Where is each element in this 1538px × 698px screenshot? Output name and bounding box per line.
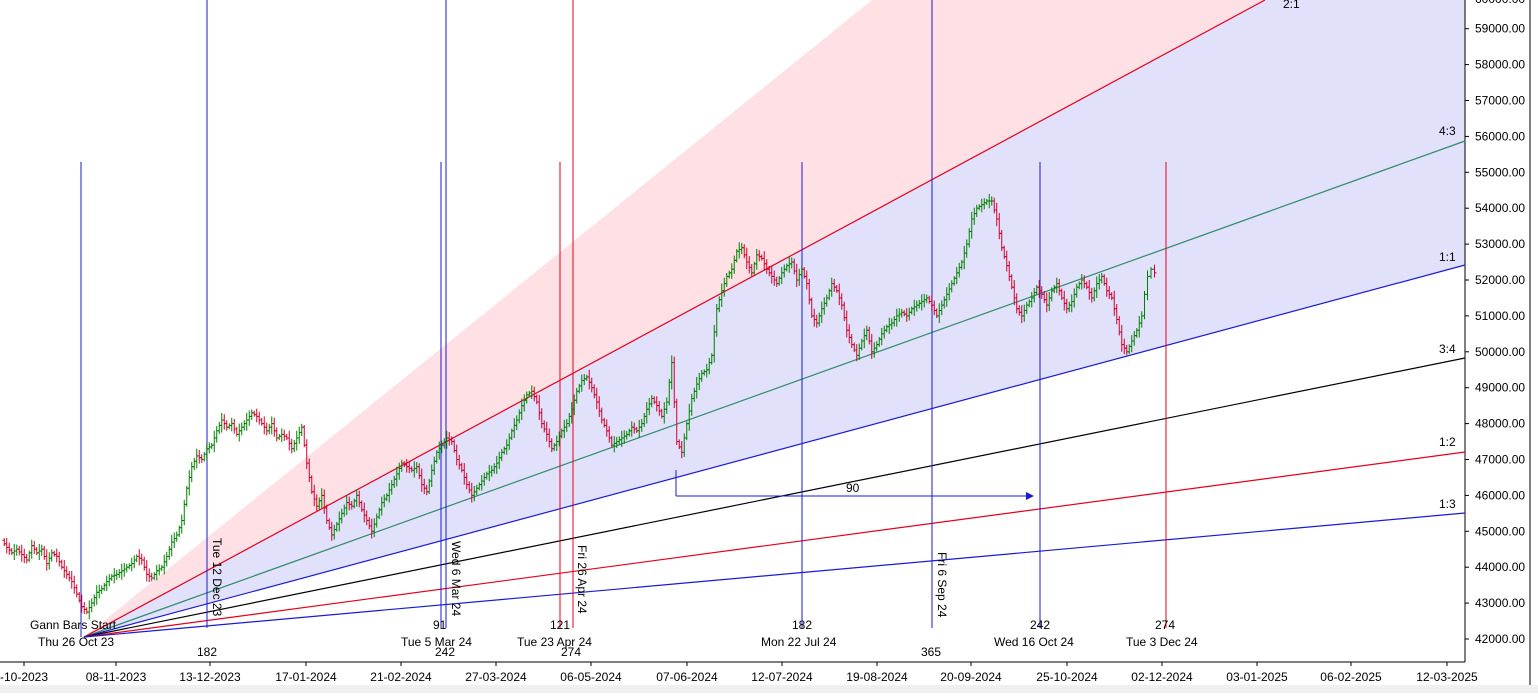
price-bars bbox=[2, 193, 1157, 620]
fan-ratio-label: 1:3 bbox=[1439, 497, 1456, 511]
cycle-number: 242 bbox=[435, 645, 455, 659]
cycle-label: 242 bbox=[1030, 618, 1050, 632]
cycle-label: 182 bbox=[792, 618, 812, 632]
y-tick-label: 44000.00 bbox=[1475, 560, 1525, 574]
x-tick-label: 06-05-2024 bbox=[560, 670, 622, 684]
x-tick-label: 21-02-2024 bbox=[370, 670, 432, 684]
gann-start-label: Gann Bars Start bbox=[30, 618, 117, 632]
cycle-number: 365 bbox=[921, 645, 941, 659]
fan-line-3-4 bbox=[83, 357, 1466, 638]
y-tick-label: 57000.00 bbox=[1475, 94, 1525, 108]
fan-line-1-1 bbox=[83, 264, 1466, 638]
fan-ratio-label: 4:3 bbox=[1439, 124, 1456, 138]
y-tick-label: 47000.00 bbox=[1475, 453, 1525, 467]
y-tick-label: 53000.00 bbox=[1475, 237, 1525, 251]
x-tick-label: 25-10-2024 bbox=[1036, 670, 1098, 684]
cycle-number: 182 bbox=[197, 645, 217, 659]
x-tick-label: 12-03-2025 bbox=[1416, 670, 1478, 684]
cycle-date-label: Wed 16 Oct 24 bbox=[994, 635, 1074, 649]
y-axis-panel bbox=[1465, 0, 1538, 693]
y-tick-label: 45000.00 bbox=[1475, 524, 1525, 538]
vertical-date-label: Fri 26 Apr 24 bbox=[575, 545, 589, 614]
x-tick-label: 08-11-2023 bbox=[86, 670, 147, 684]
fan-line-2-1 bbox=[83, 0, 1266, 638]
gann-fan-lines bbox=[83, 0, 1466, 638]
y-tick-label: 48000.00 bbox=[1475, 417, 1525, 431]
cycle-date-label: Tue 23 Apr 24 bbox=[517, 635, 592, 649]
x-tick-label: 03-01-2025 bbox=[1226, 670, 1288, 684]
cycle-label: 121 bbox=[550, 618, 570, 632]
gann-start-date: Thu 26 Oct 23 bbox=[38, 635, 114, 649]
x-axis: -10-2023 08-11-2023 13-12-2023 17-01-2024 21… bbox=[0, 662, 1478, 684]
y-tick-label: 42000.00 bbox=[1475, 632, 1525, 646]
cycle-label: 274 bbox=[1155, 618, 1175, 632]
scrollbar-track bbox=[0, 685, 1538, 693]
annotations: 2:1 4:3 1:1 3:4 1:2 1:3 90 Gann Bars Start Thu 2… bbox=[30, 0, 1456, 659]
y-tick-label: 58000.00 bbox=[1475, 58, 1525, 72]
y-tick-label: 49000.00 bbox=[1475, 381, 1525, 395]
y-axis: 60000.00 59000.00 58000.00 57000.00 56000.00… bbox=[1465, 0, 1525, 646]
y-tick-label: 60000.00 bbox=[1475, 0, 1525, 6]
x-tick-label: -10-2023 bbox=[0, 670, 48, 684]
vertical-date-label: Wed 6 Mar 24 bbox=[449, 541, 463, 616]
fan-zones bbox=[84, 0, 1465, 637]
x-tick-label: 20-09-2024 bbox=[940, 670, 1002, 684]
x-tick-label: 02-12-2024 bbox=[1131, 670, 1193, 684]
y-tick-label: 50000.00 bbox=[1475, 345, 1525, 359]
arrow-head bbox=[1026, 492, 1034, 500]
vertical-date-label: Tue 12 Dec 23 bbox=[210, 538, 224, 617]
y-tick-label: 55000.00 bbox=[1475, 165, 1525, 179]
fan-ratio-label: 1:2 bbox=[1439, 435, 1456, 449]
x-tick-label: 17-01-2024 bbox=[275, 670, 337, 684]
fan-line-4-3 bbox=[83, 140, 1466, 638]
cycle-date-label: Mon 22 Jul 24 bbox=[761, 635, 837, 649]
y-tick-label: 52000.00 bbox=[1475, 273, 1525, 287]
x-tick-label: 27-03-2024 bbox=[465, 670, 527, 684]
x-tick-label: 07-06-2024 bbox=[656, 670, 718, 684]
cycle-label: 91 bbox=[433, 618, 447, 632]
fan-line-1-3 bbox=[83, 512, 1466, 638]
y-tick-label: 46000.00 bbox=[1475, 488, 1525, 502]
y-tick-label: 59000.00 bbox=[1475, 22, 1525, 36]
fan-line-1-2 bbox=[83, 451, 1466, 638]
cycle-date-label: Tue 5 Mar 24 bbox=[401, 635, 472, 649]
y-tick-label: 51000.00 bbox=[1475, 309, 1525, 323]
cycle-date-label: Tue 3 Dec 24 bbox=[1126, 635, 1198, 649]
x-tick-label: 06-02-2025 bbox=[1320, 670, 1382, 684]
cycle-number: 274 bbox=[561, 645, 581, 659]
x-tick-label: 13-12-2023 bbox=[179, 670, 241, 684]
x-tick-label: 19-08-2024 bbox=[846, 670, 908, 684]
time-cycle-lines bbox=[80, 0, 1167, 637]
y-tick-label: 54000.00 bbox=[1475, 201, 1525, 215]
fan-ratio-label: 1:1 bbox=[1439, 250, 1456, 264]
vertical-date-label: Fri 6 Sep 24 bbox=[935, 552, 949, 618]
y-tick-label: 56000.00 bbox=[1475, 129, 1525, 143]
fan-ratio-label: 2:1 bbox=[1283, 0, 1300, 11]
x-tick-label: 12-07-2024 bbox=[751, 670, 813, 684]
y-tick-label: 43000.00 bbox=[1475, 596, 1525, 610]
fan-ratio-label: 3:4 bbox=[1439, 342, 1456, 356]
arrow-label: 90 bbox=[846, 481, 860, 495]
lower-fan-zone bbox=[84, 0, 1465, 637]
